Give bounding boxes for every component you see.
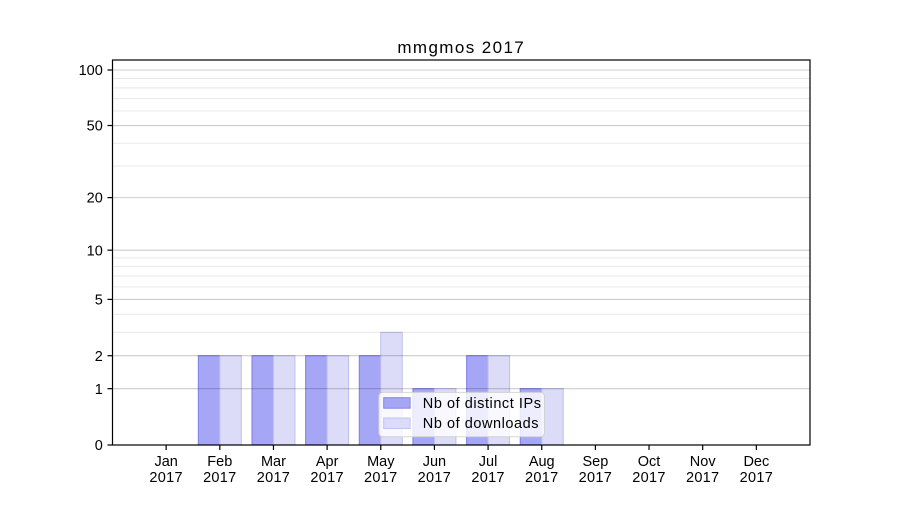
svg-text:2017: 2017 [686, 470, 719, 486]
svg-text:mmgmos 2017: mmgmos 2017 [397, 38, 525, 57]
svg-text:2017: 2017 [364, 470, 397, 486]
svg-text:2017: 2017 [471, 470, 504, 486]
svg-text:50: 50 [87, 119, 103, 135]
svg-text:2017: 2017 [525, 470, 558, 486]
svg-text:Jan: Jan [154, 454, 177, 470]
svg-text:2: 2 [95, 349, 103, 365]
svg-text:Nov: Nov [690, 454, 717, 470]
svg-text:2017: 2017 [740, 470, 773, 486]
svg-text:Feb: Feb [207, 454, 232, 470]
svg-text:5: 5 [95, 293, 103, 309]
svg-text:2017: 2017 [418, 470, 451, 486]
svg-text:Nb of distinct IPs: Nb of distinct IPs [423, 396, 542, 412]
svg-text:2017: 2017 [149, 470, 182, 486]
svg-text:2017: 2017 [310, 470, 343, 486]
svg-text:Oct: Oct [638, 454, 661, 470]
svg-text:2017: 2017 [579, 470, 612, 486]
svg-text:100: 100 [79, 63, 103, 79]
svg-text:Nb of downloads: Nb of downloads [423, 416, 539, 432]
svg-text:2017: 2017 [632, 470, 665, 486]
svg-text:Sep: Sep [582, 454, 608, 470]
svg-text:May: May [367, 454, 395, 470]
svg-text:Dec: Dec [743, 454, 769, 470]
svg-text:1: 1 [95, 382, 103, 398]
svg-text:20: 20 [87, 191, 103, 207]
svg-text:2017: 2017 [203, 470, 236, 486]
svg-text:10: 10 [87, 243, 103, 259]
svg-text:2017: 2017 [257, 470, 290, 486]
svg-text:Jun: Jun [423, 454, 446, 470]
svg-text:Aug: Aug [529, 454, 555, 470]
svg-text:Apr: Apr [316, 454, 339, 470]
svg-text:Jul: Jul [479, 454, 498, 470]
svg-text:Mar: Mar [261, 454, 286, 470]
svg-text:0: 0 [95, 438, 103, 454]
